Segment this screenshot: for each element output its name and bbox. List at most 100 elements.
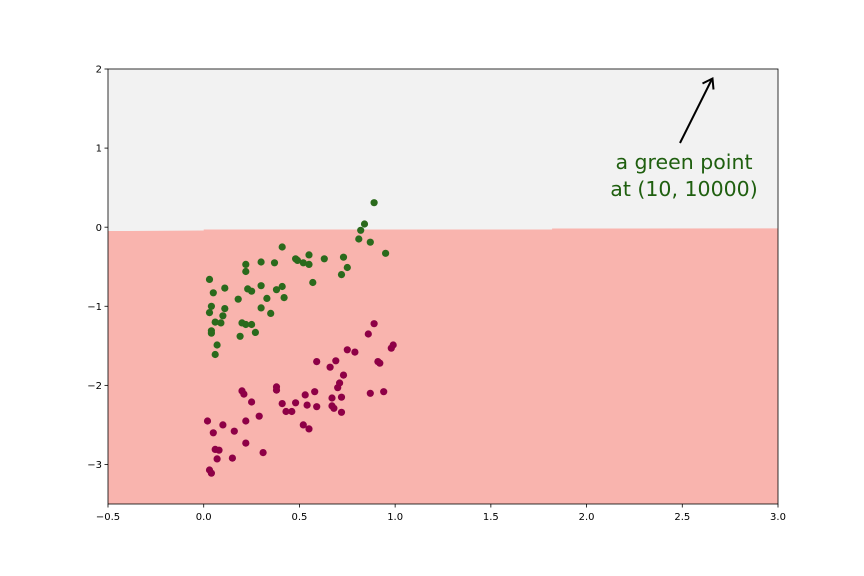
data-point [242,267,250,276]
data-point [382,249,390,257]
data-point [303,401,311,409]
data-point [370,199,378,207]
data-point [288,407,296,416]
data-point [263,294,271,302]
data-point [234,295,242,303]
data-point [228,454,236,462]
data-point [328,394,336,402]
data-point [292,399,300,407]
data-point [255,412,263,420]
x-tick-label: 1.0 [387,512,403,523]
data-point [389,341,397,349]
data-point [270,259,279,267]
data-point [282,407,290,416]
data-point [337,408,346,416]
data-point [272,286,281,294]
data-point [242,320,250,329]
data-point [343,263,351,272]
y-axis: 2 1 0 −1 −2 −3 [87,65,108,471]
data-point [205,275,214,283]
data-point [257,282,265,290]
data-point [311,388,319,396]
data-point [305,425,313,433]
annotation-text-line-1: a green point [615,150,752,174]
data-point [332,357,340,365]
data-point [305,251,313,259]
x-tick-label: 0.5 [291,512,307,523]
data-point [259,449,267,457]
data-point [366,389,374,397]
x-tick-label: 2.5 [674,512,690,523]
data-point [301,391,309,399]
data-point [364,330,372,338]
data-point [339,371,348,379]
data-points [203,199,397,477]
data-point [219,421,227,429]
annotation: a green point at (10, 10000) [610,76,758,201]
data-point [272,386,281,394]
data-point [211,318,219,326]
data-point [221,284,229,292]
data-point [280,294,288,302]
data-point [339,253,348,261]
x-tick-label: 1.5 [483,512,499,523]
data-point [366,238,374,246]
x-tick-label: −0.5 [96,512,120,523]
data-point [380,388,388,396]
data-point [230,427,238,435]
data-point [257,258,265,266]
data-point [219,312,227,320]
data-point [209,429,217,437]
data-point [313,358,321,366]
data-point [236,332,244,340]
data-point [355,235,363,243]
data-point [343,346,351,354]
data-point [242,439,250,447]
data-point [248,398,256,406]
data-point [207,329,215,337]
data-point [370,320,378,328]
background-region-lower [108,228,778,504]
data-point [207,469,215,477]
data-point [248,320,256,329]
data-point [357,226,365,234]
data-point [221,305,229,313]
x-tick-label: 0.0 [196,512,212,523]
x-tick-label: 2.0 [579,512,595,523]
data-point [217,319,225,327]
annotation-arrow-head [702,76,715,90]
data-point [205,309,214,317]
data-point [337,393,346,401]
y-tick-label: 0 [96,223,102,234]
data-point [213,341,221,349]
data-point [215,446,223,454]
data-point [203,417,212,425]
data-point [337,271,346,279]
data-point [313,403,321,411]
data-point [240,390,248,398]
data-point [360,220,369,228]
data-point [351,348,359,356]
plot-frame [107,68,779,505]
data-point [305,260,313,268]
data-point [211,350,219,359]
data-point [278,282,286,291]
data-point [320,255,328,263]
annotation-text-line-2: at (10, 10000) [610,177,757,201]
data-point [242,260,250,268]
data-point [376,359,384,367]
data-point [242,417,250,425]
annotation-arrow [679,78,713,144]
x-axis: −0.5 0.0 0.5 1.0 1.5 2.0 2.5 3.0 [96,504,786,523]
data-point [309,278,317,287]
y-tick-label: 2 [96,65,102,76]
data-point [248,287,256,295]
data-point [209,289,217,297]
data-point [207,302,215,310]
x-tick-label: 3.0 [770,512,786,523]
data-point [330,404,338,412]
plot-area [107,68,779,505]
data-point [336,379,344,387]
data-point [278,400,286,408]
data-point [293,256,302,264]
